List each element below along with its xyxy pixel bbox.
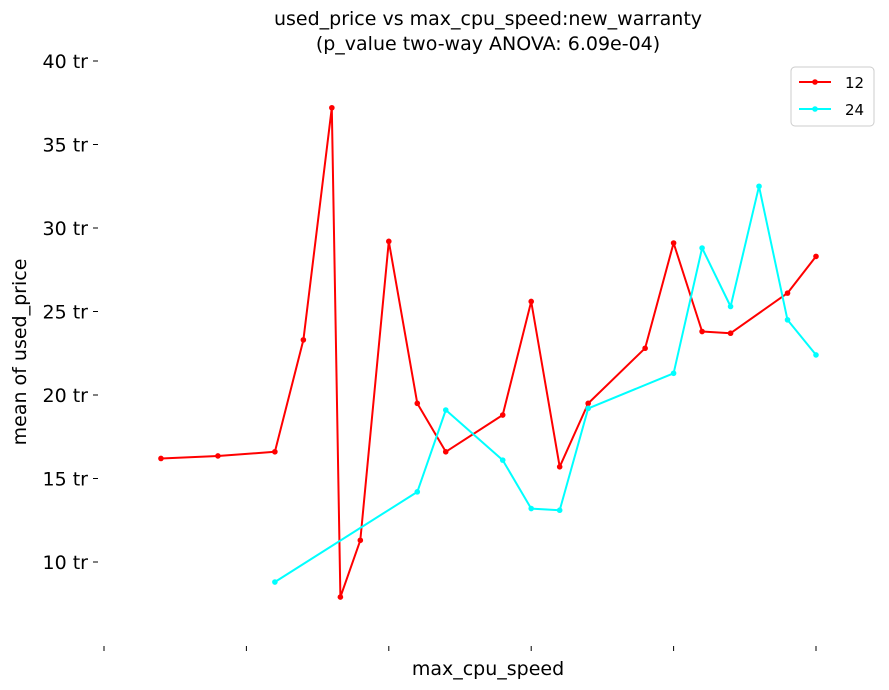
series-line bbox=[160, 106, 817, 599]
chart-subtitle: (p_value two-way ANOVA: 6.09e-04) bbox=[316, 33, 660, 55]
y-tick-label: 20 tr bbox=[43, 385, 89, 407]
y-axis-ticks: 10 tr 15 tr 20 tr 25 tr 30 tr 35 tr 40 tr bbox=[43, 51, 98, 574]
legend-label: 12 bbox=[845, 74, 864, 92]
data-point bbox=[699, 245, 705, 251]
data-point bbox=[556, 507, 563, 514]
data-point bbox=[414, 489, 421, 495]
series-12 bbox=[158, 104, 819, 600]
legend-swatch-marker bbox=[812, 79, 818, 85]
data-point bbox=[528, 298, 534, 305]
data-point bbox=[784, 317, 791, 323]
data-point bbox=[442, 407, 449, 413]
data-point bbox=[499, 457, 506, 463]
data-point bbox=[386, 238, 392, 245]
x-axis-label: max_cpu_speed bbox=[412, 658, 564, 680]
legend: 12 24 bbox=[790, 66, 875, 127]
data-point bbox=[337, 594, 344, 600]
data-point bbox=[784, 290, 791, 296]
data-point bbox=[329, 104, 335, 111]
data-point bbox=[670, 240, 677, 246]
legend-swatch-marker bbox=[812, 106, 818, 112]
data-point bbox=[528, 505, 534, 512]
data-point bbox=[158, 455, 164, 462]
y-tick-label: 40 tr bbox=[43, 51, 89, 73]
series-24 bbox=[272, 183, 819, 585]
legend-label: 24 bbox=[845, 101, 864, 119]
data-point bbox=[585, 405, 591, 412]
data-point bbox=[756, 183, 762, 190]
data-point bbox=[414, 400, 421, 407]
data-point bbox=[272, 448, 278, 455]
data-point bbox=[699, 328, 705, 335]
data-point bbox=[357, 537, 364, 544]
data-point bbox=[556, 464, 563, 470]
y-axis-label: mean of used_price bbox=[9, 259, 31, 446]
chart-title: used_price vs max_cpu_speed:new_warranty bbox=[274, 8, 702, 30]
data-point bbox=[670, 370, 677, 377]
data-point bbox=[300, 337, 307, 343]
x-axis-ticks bbox=[103, 646, 817, 651]
y-tick-label: 30 tr bbox=[43, 218, 89, 240]
data-point bbox=[585, 400, 591, 407]
data-point bbox=[813, 253, 819, 260]
data-point bbox=[727, 330, 734, 337]
data-point bbox=[272, 579, 278, 585]
y-tick-label: 35 tr bbox=[43, 135, 89, 157]
data-point bbox=[499, 412, 506, 418]
series-layer bbox=[158, 104, 819, 600]
y-tick-label: 25 tr bbox=[43, 302, 89, 324]
y-tick-label: 15 tr bbox=[43, 469, 89, 491]
data-point bbox=[442, 448, 449, 455]
y-tick-label: 10 tr bbox=[43, 552, 89, 574]
data-point bbox=[642, 345, 648, 352]
data-point bbox=[727, 303, 734, 310]
data-point bbox=[813, 352, 819, 358]
data-point bbox=[215, 453, 221, 459]
